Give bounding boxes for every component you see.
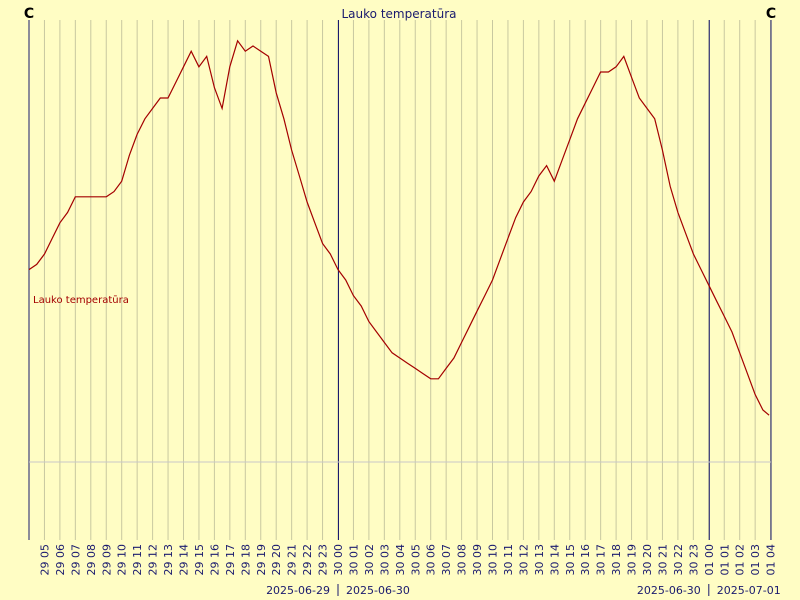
- hour-tick-label: 30 11: [502, 544, 515, 576]
- hour-tick-label: 30 03: [378, 544, 391, 576]
- right-unit-label: C: [766, 6, 776, 22]
- hour-tick-label: 30 07: [440, 544, 453, 576]
- hour-tick-label: 01 04: [765, 544, 778, 576]
- hour-tick-label: 30 13: [533, 544, 546, 576]
- hour-tick-label: 30 18: [610, 544, 623, 576]
- hour-tick-label: 30 02: [363, 544, 376, 576]
- date-label-left: 2025-06-30: [637, 584, 701, 597]
- hour-tick-label: 29 23: [317, 544, 330, 576]
- hour-tick-label: 29 16: [208, 544, 221, 576]
- day-boundary-lines: [28, 20, 772, 540]
- hour-tick-label: 30 01: [347, 544, 360, 576]
- date-labels: 2025-06-29 2025-06-30 2025-06-30 2025-07-01: [266, 584, 781, 597]
- series-label: Lauko temperatūra: [33, 295, 129, 306]
- hour-tick-label: 30 05: [409, 544, 422, 576]
- hour-tick-label: 29 08: [85, 544, 98, 576]
- hour-tick-label: 30 14: [548, 544, 561, 576]
- hour-tick-label: 29 18: [239, 544, 252, 576]
- hour-tick-label: 30 23: [687, 544, 700, 576]
- hour-tick-label: 30 17: [595, 544, 608, 576]
- temperature-series-line: [28, 39, 770, 416]
- hour-tick-label: 01 02: [734, 544, 747, 576]
- hour-tick-label: 01 00: [703, 544, 716, 576]
- hour-tick-label: 29 07: [69, 544, 82, 576]
- hour-tick-label: 30 04: [394, 544, 407, 576]
- hour-tick-label: 30 15: [564, 544, 577, 576]
- hour-tick-label: 29 06: [54, 544, 67, 576]
- hour-tick-label: 29 17: [224, 544, 237, 576]
- left-unit-label: C: [24, 6, 34, 22]
- hour-tick-label: 29 20: [270, 544, 283, 576]
- hour-tick-label: 29 11: [131, 544, 144, 576]
- hour-tick-label: 30 08: [456, 544, 469, 576]
- hour-tick-label: 01 01: [718, 544, 731, 576]
- hour-tick-label: 29 22: [301, 544, 314, 576]
- hour-tick-label: 30 09: [471, 544, 484, 576]
- hour-tick-label: 30 19: [626, 544, 639, 576]
- hour-tick-label: 29 05: [38, 544, 51, 576]
- hour-tick-label: 30 06: [425, 544, 438, 576]
- hour-tick-label: 29 10: [116, 544, 129, 576]
- hour-tick-label: 29 15: [193, 544, 206, 576]
- hour-tick-label: 30 20: [641, 544, 654, 576]
- hour-tick-label: 29 14: [178, 544, 191, 576]
- date-label-right: 2025-06-30: [346, 584, 410, 597]
- hour-tick-labels: 29 05 29 06 29 07 29 08 29 09 29 10 29 11 29 12…: [38, 544, 777, 576]
- hour-tick-label: 29 09: [100, 544, 113, 576]
- hour-tick-label: 29 21: [286, 544, 299, 576]
- hour-tick-label: 29 12: [147, 544, 160, 576]
- hour-tick-label: 30 12: [517, 544, 530, 576]
- date-label-right: 2025-07-01: [717, 584, 781, 597]
- hour-tick-label: 30 22: [672, 544, 685, 576]
- hour-tick-label: 29 13: [162, 544, 175, 576]
- hour-tick-label: 30 21: [656, 544, 669, 576]
- hour-tick-label: 29 19: [255, 544, 268, 576]
- hour-tick-label: 30 16: [579, 544, 592, 576]
- hour-tick-label: 01 03: [749, 544, 762, 576]
- hour-tick-label: 30 00: [332, 544, 345, 576]
- hour-tick-label: 30 10: [487, 544, 500, 576]
- date-label-left: 2025-06-29: [266, 584, 330, 597]
- chart-title: Lauko temperatūra: [342, 7, 457, 21]
